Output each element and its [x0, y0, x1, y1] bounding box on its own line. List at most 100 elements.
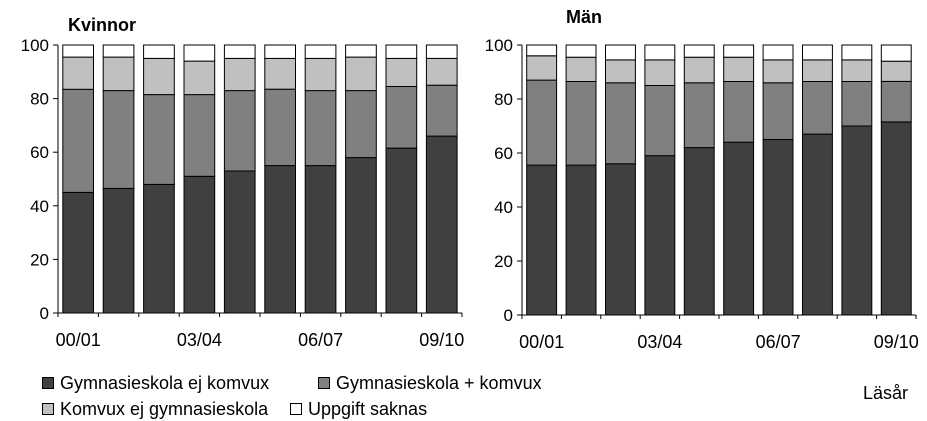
y-tick-label: 60	[494, 144, 513, 163]
bar-segment	[425, 57, 458, 86]
bar-segment	[723, 80, 755, 143]
bar-segment	[102, 44, 135, 58]
y-tick-label: 60	[30, 143, 49, 162]
legend-item-gymnasieskola-ej-komvux: Gymnasieskola ej komvux	[42, 372, 269, 394]
bar-segment	[385, 86, 418, 149]
bar-segment	[565, 80, 597, 166]
y-tick-label: 40	[494, 198, 513, 217]
bar-segment	[223, 170, 256, 314]
x-tick-label: 06/07	[298, 330, 343, 350]
legend-swatch	[290, 403, 302, 415]
bar-segment	[143, 94, 175, 185]
bar-segment	[62, 56, 94, 90]
y-tick-label: 80	[494, 90, 513, 109]
chart-panel-1: Kvinnor 0 20 40 60 80 100 00/01 03/04 06/07 09/10	[21, 15, 465, 350]
bar-segment	[223, 90, 256, 172]
bar-segment	[425, 84, 458, 137]
bar-segment	[345, 44, 377, 58]
bar-segment	[880, 60, 912, 82]
bar-segment	[644, 155, 676, 316]
y-tick-label: 40	[30, 197, 49, 216]
x-tick-label: 09/10	[419, 330, 464, 350]
bar-segment	[385, 147, 418, 314]
bar-segment	[841, 44, 873, 61]
x-tick-label: 00/01	[56, 330, 101, 350]
x-tick-label: 00/01	[519, 332, 564, 352]
y-tick-label: 20	[494, 252, 513, 271]
legend-item-uppgift-saknas: Uppgift saknas	[290, 398, 427, 420]
bar-segment	[183, 175, 216, 314]
bar-segment	[264, 88, 296, 167]
bar-segment	[345, 90, 377, 159]
bar-segment	[723, 141, 755, 316]
bar-segment	[841, 125, 873, 316]
legend-item-gymnasieskola-plus-komvux: Gymnasieskola + komvux	[318, 372, 542, 394]
bar-segment	[62, 191, 94, 314]
bar-segment	[723, 44, 755, 58]
bar-segment	[102, 56, 135, 92]
legend-label: Gymnasieskola + komvux	[336, 373, 542, 393]
legend-label: Komvux ej gymnasieskola	[60, 399, 269, 419]
bar-segment	[526, 164, 558, 316]
legend-label: Uppgift saknas	[308, 399, 428, 419]
bar-segment	[304, 90, 337, 167]
chart-title: Kvinnor	[68, 15, 136, 35]
bar-segment	[565, 56, 597, 82]
chart-title: Män	[566, 7, 602, 27]
legend-swatch	[42, 377, 54, 389]
bar-segment	[425, 135, 458, 314]
x-tick-label: 03/04	[177, 330, 222, 350]
bar-segment	[526, 44, 558, 57]
bar-segment	[143, 183, 175, 314]
bar-segment	[143, 57, 175, 96]
bar-segment	[183, 60, 216, 96]
bar-segment	[880, 80, 912, 123]
bar-segment	[841, 80, 873, 127]
x-tick-label: 06/07	[756, 332, 801, 352]
bar-segment	[683, 56, 715, 84]
bar-segment	[605, 163, 636, 316]
bar-segment	[62, 88, 94, 193]
legend-swatch	[318, 377, 330, 389]
bar-segment	[304, 44, 337, 59]
y-tick-label: 100	[485, 36, 513, 55]
x-tick-label: 03/04	[637, 332, 682, 352]
bar-segment	[264, 44, 296, 59]
bar-segment	[264, 165, 296, 314]
bar-segment	[223, 57, 256, 92]
bar-segment	[425, 44, 458, 59]
bar-segment	[605, 44, 636, 61]
bar-segment	[644, 59, 676, 87]
bar-segment	[385, 44, 418, 59]
legend-item-komvux-ej-gymnasieskola: Komvux ej gymnasieskola	[42, 398, 268, 420]
bar-segment	[644, 44, 676, 61]
bar-segment	[345, 157, 377, 314]
y-tick-label: 80	[30, 90, 49, 109]
bar-segment	[223, 44, 256, 59]
bar-segment	[880, 44, 912, 62]
bar-segment	[841, 59, 873, 83]
bar-segment	[102, 187, 135, 314]
bar-segment	[304, 57, 337, 92]
bar-segment	[102, 90, 135, 189]
bar-segment	[644, 85, 676, 157]
bar-segment	[264, 57, 296, 90]
bar-segment	[605, 59, 636, 84]
bar-segment	[183, 94, 216, 177]
bar-segment	[683, 44, 715, 58]
bar-segment	[762, 59, 794, 84]
bar-segment	[183, 44, 216, 62]
x-tick-label: 09/10	[874, 332, 919, 352]
bar-segment	[526, 55, 558, 81]
bar-segment	[802, 59, 833, 83]
bar-segment	[802, 80, 833, 135]
y-tick-label: 0	[504, 306, 513, 325]
x-unit-label: Läsår	[863, 383, 909, 403]
bar-segment	[304, 165, 337, 314]
bar-segment	[723, 56, 755, 82]
bar-segment	[62, 44, 94, 58]
bar-segment	[762, 82, 794, 141]
bar-segment	[385, 57, 418, 88]
bar-segment	[526, 79, 558, 166]
bar-segment	[762, 44, 794, 61]
